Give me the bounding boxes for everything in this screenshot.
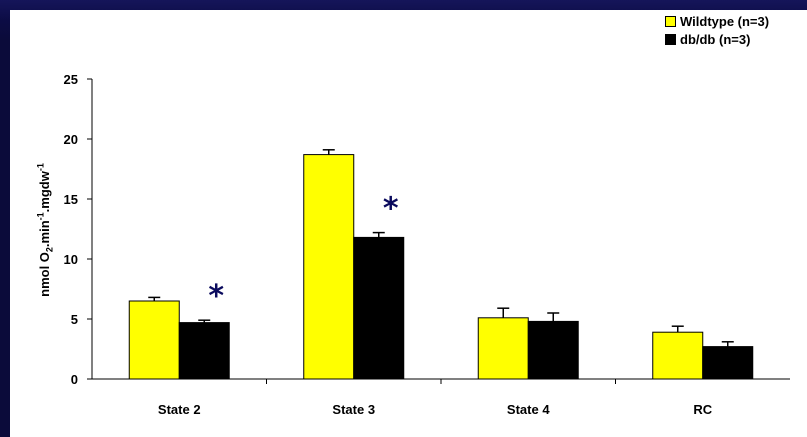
y-tick-label: 0: [71, 372, 78, 387]
legend-swatch-dbdb: [665, 33, 676, 45]
legend-item-dbdb: db/db (n=3): [665, 30, 805, 48]
y-tick-label: 5: [71, 312, 78, 327]
legend-item-wildtype: Wildtype (n=3): [665, 12, 805, 30]
legend-label-wildtype: Wildtype (n=3): [680, 13, 770, 29]
bar-dbdb: [527, 320, 579, 380]
bar-wildtype: [477, 317, 529, 380]
x-tick-label: RC: [693, 402, 712, 417]
significance-star: *: [383, 192, 399, 227]
y-tick-label: 25: [64, 72, 78, 87]
significance-star: *: [208, 279, 224, 314]
x-tick-label: State 3: [332, 402, 375, 417]
bar-dbdb: [702, 346, 754, 380]
bar-wildtype: [128, 300, 180, 380]
bar-dbdb: [178, 322, 230, 380]
legend: Wildtype (n=3) db/db (n=3): [665, 12, 805, 48]
legend-swatch-wildtype: [665, 15, 676, 27]
x-tick-label: State 2: [158, 402, 201, 417]
bar-wildtype: [303, 154, 355, 380]
y-tick-label: 20: [64, 132, 78, 147]
y-tick-label: 10: [64, 252, 78, 267]
legend-label-dbdb: db/db (n=3): [680, 31, 751, 47]
bar-wildtype: [652, 331, 704, 380]
x-tick-label: State 4: [507, 402, 550, 417]
y-tick-label: 15: [64, 192, 78, 207]
bar-dbdb: [353, 236, 405, 380]
